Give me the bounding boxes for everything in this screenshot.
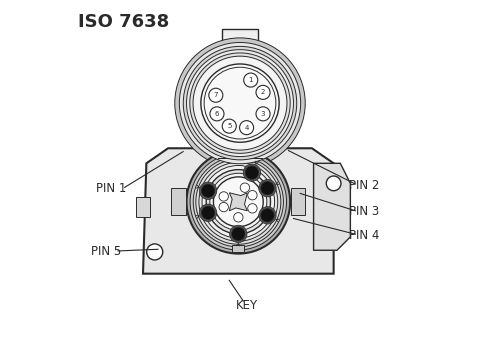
Bar: [171, 188, 186, 215]
Text: 4: 4: [244, 125, 249, 131]
Circle shape: [183, 46, 297, 160]
Circle shape: [261, 209, 274, 222]
Circle shape: [256, 107, 270, 121]
Circle shape: [193, 157, 283, 247]
Circle shape: [190, 154, 287, 250]
Circle shape: [219, 192, 228, 201]
Circle shape: [261, 182, 274, 195]
Circle shape: [214, 177, 263, 227]
Circle shape: [234, 212, 243, 222]
Circle shape: [244, 73, 258, 87]
Circle shape: [199, 182, 217, 200]
Circle shape: [202, 184, 215, 198]
Circle shape: [175, 38, 305, 168]
Text: PIN 5: PIN 5: [91, 245, 121, 258]
Text: PIN 1: PIN 1: [96, 182, 126, 195]
Circle shape: [210, 107, 224, 121]
Circle shape: [259, 207, 276, 224]
Circle shape: [245, 166, 259, 179]
Circle shape: [202, 206, 215, 219]
Circle shape: [210, 173, 267, 230]
Circle shape: [180, 42, 300, 164]
Bar: [136, 197, 150, 217]
Circle shape: [326, 176, 341, 191]
Bar: [222, 29, 258, 41]
Text: 1: 1: [249, 77, 253, 83]
Circle shape: [209, 88, 223, 102]
Circle shape: [190, 53, 290, 153]
Text: 7: 7: [214, 92, 218, 98]
Circle shape: [193, 56, 287, 150]
Circle shape: [259, 180, 276, 197]
Circle shape: [187, 150, 290, 254]
Circle shape: [201, 64, 279, 142]
Circle shape: [229, 225, 247, 243]
Polygon shape: [313, 163, 350, 250]
Circle shape: [196, 159, 281, 244]
Text: 3: 3: [261, 111, 265, 117]
Circle shape: [243, 164, 261, 181]
Circle shape: [256, 85, 270, 99]
Circle shape: [206, 170, 270, 234]
Circle shape: [240, 183, 250, 192]
Polygon shape: [229, 193, 247, 211]
Circle shape: [248, 204, 257, 213]
Bar: [290, 188, 305, 215]
Circle shape: [222, 119, 236, 133]
Circle shape: [219, 202, 228, 212]
Text: 5: 5: [227, 123, 231, 129]
Bar: [218, 157, 262, 159]
Text: PIN 3: PIN 3: [348, 205, 379, 218]
Circle shape: [199, 204, 217, 221]
Text: KEY: KEY: [236, 299, 258, 312]
Circle shape: [248, 190, 257, 200]
Circle shape: [232, 227, 245, 241]
Circle shape: [147, 244, 163, 260]
Text: PIN 4: PIN 4: [348, 229, 379, 242]
Circle shape: [187, 50, 293, 157]
Bar: [232, 245, 244, 252]
Text: PIN 2: PIN 2: [348, 178, 379, 191]
Circle shape: [240, 121, 253, 135]
Text: ISO 7638: ISO 7638: [78, 13, 169, 31]
Circle shape: [199, 163, 278, 241]
Text: 6: 6: [215, 111, 219, 117]
Polygon shape: [143, 148, 334, 274]
Text: 2: 2: [261, 89, 265, 95]
Circle shape: [202, 166, 275, 238]
